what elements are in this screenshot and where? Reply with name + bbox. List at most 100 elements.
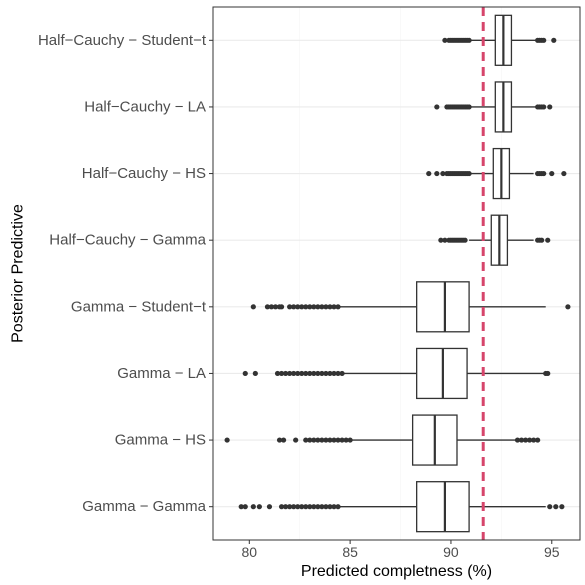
y-tick-label: Gamma − Student−t — [71, 298, 207, 315]
outlier-point — [549, 170, 555, 177]
outlier-point — [347, 437, 353, 443]
outlier-point — [335, 370, 341, 377]
outlier-point — [442, 237, 448, 243]
x-axis-title: Predicted completness (%) — [301, 563, 492, 580]
outlier-point — [315, 437, 321, 443]
outlier-point — [268, 304, 275, 310]
outlier-point — [278, 370, 285, 377]
outlier-point — [319, 437, 325, 443]
outlier-point — [291, 304, 297, 310]
outlier-point — [278, 304, 285, 310]
outlier-point — [339, 437, 345, 443]
y-tick-label: Half−Cauchy − HS — [82, 165, 206, 182]
outlier-point — [531, 437, 537, 443]
outlier-point — [518, 437, 525, 443]
outlier-point — [335, 437, 341, 443]
outlier-point — [426, 170, 432, 177]
outlier-point — [440, 170, 446, 177]
boxplot-2 — [426, 147, 567, 200]
outlier-point — [250, 504, 256, 510]
outlier-point — [315, 504, 321, 510]
outlier-point — [319, 504, 325, 510]
outlier-point — [466, 37, 472, 43]
outlier-point — [311, 370, 317, 377]
outlier-point — [522, 437, 529, 443]
outlier-point — [303, 437, 309, 443]
outlier-point — [299, 304, 305, 310]
outlier-point — [307, 504, 313, 510]
outlier-point — [331, 437, 337, 443]
outlier-point — [343, 437, 349, 443]
outlier-point — [295, 370, 301, 377]
boxplot-4 — [250, 281, 571, 333]
boxplots — [224, 14, 571, 533]
outlier-point — [303, 304, 309, 310]
boxplot-0 — [442, 14, 557, 66]
outlier-point — [256, 504, 262, 510]
outlier-point — [295, 304, 301, 310]
outlier-point — [339, 370, 345, 377]
x-axis: 80 85 90 95 — [242, 540, 560, 560]
boxplot-7 — [238, 481, 565, 533]
outlier-point — [561, 170, 567, 177]
boxplot-5 — [242, 347, 551, 400]
outlier-point — [311, 504, 317, 510]
outlier-point — [547, 504, 553, 510]
outlier-point — [323, 437, 329, 443]
outlier-point — [327, 304, 333, 310]
outlier-point — [335, 504, 341, 510]
outlier-point — [442, 37, 448, 43]
outlier-point — [276, 437, 283, 443]
y-tick-label: Gamma − HS — [115, 432, 206, 449]
outlier-point — [331, 504, 337, 510]
outlier-point — [291, 504, 297, 510]
outlier-point — [307, 370, 313, 377]
outlier-point — [331, 304, 337, 310]
outlier-point — [238, 504, 244, 510]
outlier-point — [466, 170, 472, 177]
outlier-point — [287, 304, 293, 310]
outlier-point — [539, 237, 545, 243]
outlier-point — [311, 437, 317, 443]
outlier-point — [319, 304, 325, 310]
outlier-point — [299, 504, 305, 510]
outlier-point — [299, 370, 305, 377]
box — [416, 281, 470, 333]
outlier-point — [282, 504, 289, 510]
outlier-point — [307, 304, 313, 310]
outlier-point — [291, 370, 297, 377]
outlier-point — [280, 437, 287, 443]
y-tick-label: Half−Cauchy − Student−t — [38, 32, 207, 49]
outlier-point — [315, 370, 321, 377]
outlier-point — [272, 304, 279, 310]
outlier-point — [514, 437, 521, 443]
outlier-point — [327, 504, 333, 510]
outlier-point — [307, 437, 313, 443]
outlier-point — [541, 37, 547, 43]
outlier-point — [242, 504, 248, 510]
panel-border — [212, 6, 581, 541]
outlier-point — [287, 504, 293, 510]
outlier-point — [434, 170, 440, 177]
y-tick-label: Gamma − LA — [117, 365, 206, 382]
outlier-point — [547, 104, 553, 110]
outlier-point — [224, 437, 230, 443]
outlier-point — [293, 437, 299, 443]
x-tick-label: 85 — [342, 544, 358, 560]
outlier-point — [335, 304, 341, 310]
outlier-point — [250, 304, 256, 310]
outlier-point — [462, 237, 468, 243]
outlier-point — [323, 304, 329, 310]
y-tick-label: Half−Cauchy − Gamma — [49, 232, 206, 249]
outlier-point — [545, 370, 551, 377]
outlier-point — [323, 504, 329, 510]
outlier-point — [278, 504, 285, 510]
outlier-point — [553, 504, 559, 510]
boxplot-3 — [438, 214, 551, 266]
outlier-point — [323, 370, 329, 377]
outlier-point — [526, 437, 533, 443]
x-tick-label: 80 — [242, 544, 258, 560]
outlier-point — [551, 37, 557, 43]
y-axis-title: Posterior Predictive — [10, 204, 27, 343]
